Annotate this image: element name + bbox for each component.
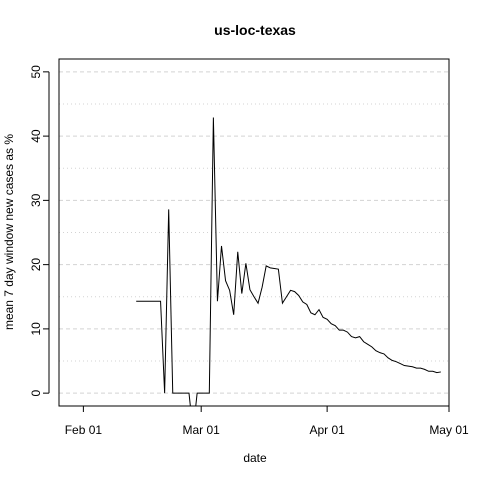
chart-title: us-loc-texas	[214, 22, 296, 38]
x-tick-label: Mar 01	[183, 423, 221, 437]
x-axis-label: date	[243, 451, 267, 465]
series-line-1	[136, 117, 441, 406]
y-axis-label: mean 7 day window new cases as %	[2, 134, 16, 330]
y-axis: 0 10 20 30 40 50	[29, 65, 50, 396]
y-tick-label: 50	[29, 65, 43, 79]
plot-frame	[58, 58, 450, 407]
x-tick-label: Apr 01	[309, 423, 345, 437]
y-tick-label: 40	[29, 129, 43, 143]
x-axis: Feb 01 Mar 01 Apr 01 May 01	[65, 405, 469, 437]
series-layer	[136, 117, 441, 406]
x-tick-label: Feb 01	[65, 423, 103, 437]
grid-lines	[59, 71, 449, 394]
x-tick-label: May 01	[429, 423, 469, 437]
y-tick-label: 10	[29, 322, 43, 336]
y-tick-label: 0	[29, 389, 43, 396]
y-tick-label: 30	[29, 193, 43, 207]
y-tick-label: 20	[29, 258, 43, 272]
